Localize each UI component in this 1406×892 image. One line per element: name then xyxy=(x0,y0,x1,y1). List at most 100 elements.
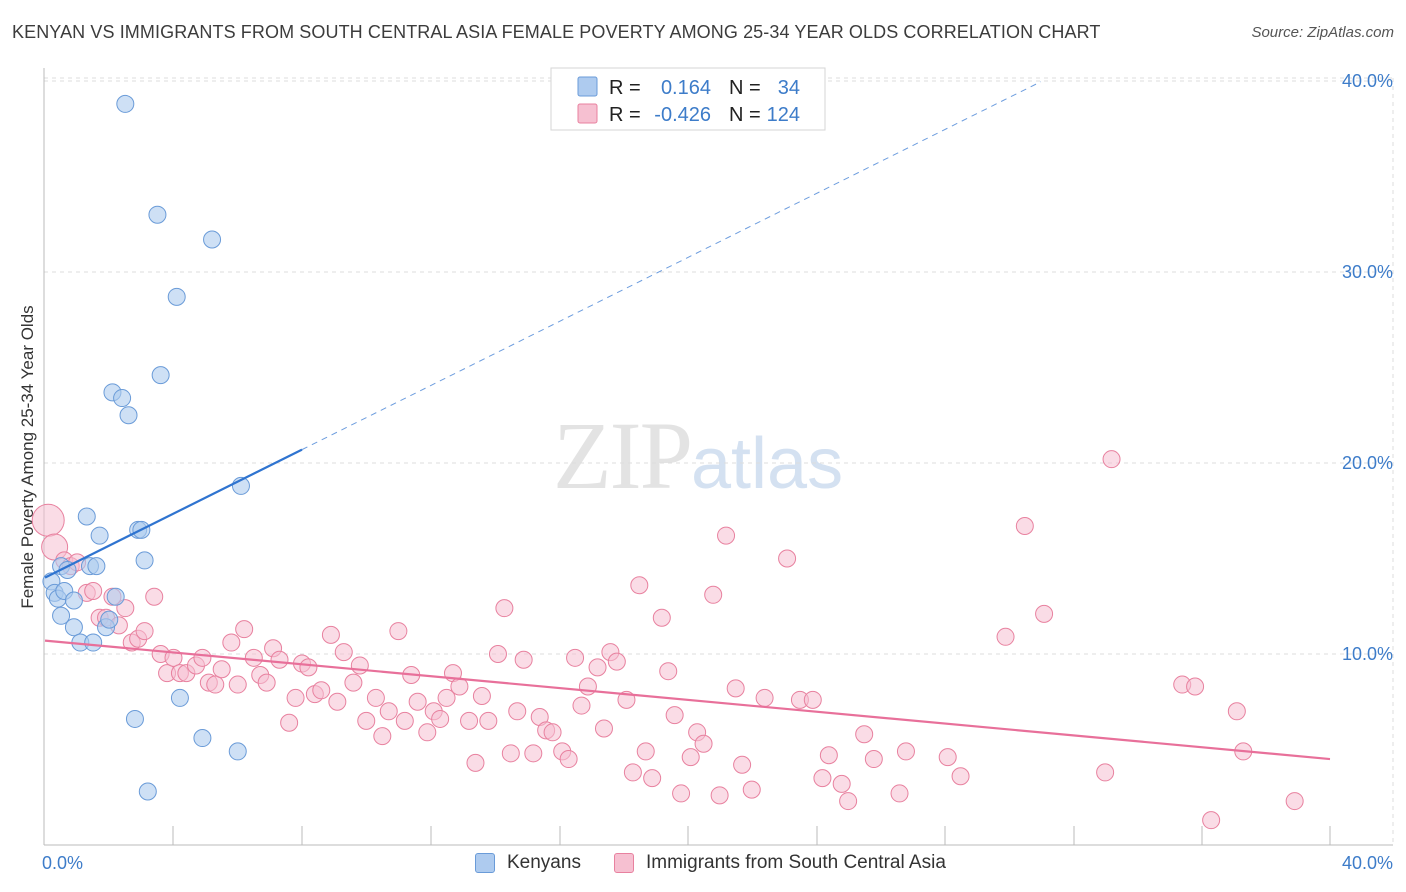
chart-title: KENYAN VS IMMIGRANTS FROM SOUTH CENTRAL … xyxy=(12,22,1101,42)
blue-point xyxy=(64,591,83,610)
blue-point xyxy=(125,709,144,728)
pink-point xyxy=(334,643,353,662)
pink-point xyxy=(84,581,103,600)
pink-point xyxy=(672,784,691,803)
pink-point xyxy=(778,549,797,568)
pink-point xyxy=(270,650,289,669)
x-tick-label-max: 40.0% xyxy=(1342,853,1393,873)
blue-point xyxy=(119,406,138,425)
pink-point xyxy=(206,675,225,694)
pink-point xyxy=(559,750,578,769)
pink-point xyxy=(951,767,970,786)
legend-swatch-blue xyxy=(475,853,495,873)
pink-point xyxy=(733,755,752,774)
pink-point xyxy=(819,746,838,765)
pink-point xyxy=(864,750,883,769)
blue-point xyxy=(52,606,71,625)
pink-point xyxy=(212,660,231,679)
blue-point xyxy=(113,389,132,408)
pink-point xyxy=(328,692,347,711)
y-tick-label: 10.0% xyxy=(1342,644,1393,664)
tick-labels: 10.0% 20.0% 30.0% 40.0% 0.0% 40.0% xyxy=(42,71,1393,873)
stats-blue-swatch xyxy=(577,76,598,97)
pink-point xyxy=(514,650,533,669)
pink-point xyxy=(366,688,385,707)
blue-point xyxy=(77,507,96,526)
pink-point xyxy=(636,742,655,761)
pink-point xyxy=(145,587,164,606)
blue-trend-extension xyxy=(301,81,1042,451)
pink-point xyxy=(630,576,649,595)
pink-point xyxy=(431,709,450,728)
blue-point xyxy=(135,551,154,570)
pink-point xyxy=(1186,677,1205,696)
pink-point xyxy=(321,625,340,644)
pink-point xyxy=(466,753,485,772)
pink-point xyxy=(890,784,909,803)
pink-point xyxy=(623,763,642,782)
pink-point xyxy=(257,673,276,692)
legend-item-kenyans[interactable]: Kenyans xyxy=(475,852,581,874)
y-tick-label: 30.0% xyxy=(1342,262,1393,282)
pink-point xyxy=(717,526,736,545)
legend-label-kenyans: Kenyans xyxy=(507,852,581,873)
blue-point xyxy=(203,230,222,249)
pink-point xyxy=(710,786,729,805)
stats-blue-r-value: 0.164 xyxy=(661,77,711,99)
pink-point xyxy=(488,645,507,663)
blue-point xyxy=(100,610,119,629)
pink-point xyxy=(350,656,369,675)
pink-point xyxy=(418,723,437,742)
pink-point xyxy=(228,675,247,694)
pink-point xyxy=(508,702,527,721)
pink-point xyxy=(813,769,832,788)
pink-point xyxy=(450,677,469,696)
legend: Kenyans Immigrants from South Central As… xyxy=(0,848,1406,882)
pink-point xyxy=(755,688,774,707)
axes xyxy=(43,68,1393,846)
pink-point xyxy=(594,719,613,738)
blue-point xyxy=(87,557,106,576)
blue-point xyxy=(193,729,212,748)
legend-item-immigrants[interactable]: Immigrants from South Central Asia xyxy=(614,852,946,874)
blue-point xyxy=(228,742,247,761)
watermark-zip: ZIP xyxy=(553,402,693,509)
stats-pink-n-value: 124 xyxy=(767,104,800,126)
pink-point xyxy=(31,503,65,537)
pink-point xyxy=(578,677,597,696)
blue-point xyxy=(167,287,186,306)
blue-point xyxy=(170,688,189,707)
pink-point xyxy=(379,702,398,721)
pink-point xyxy=(996,627,1015,646)
pink-point xyxy=(1202,811,1221,830)
pink-point xyxy=(1035,604,1054,623)
pink-point xyxy=(1015,517,1034,536)
pink-point xyxy=(344,673,363,692)
blue-point xyxy=(84,633,103,652)
pink-point xyxy=(299,658,318,677)
stats-box: R = 0.164 N = 34 R = -0.426 N = 124 xyxy=(550,67,826,131)
pink-point xyxy=(193,648,212,667)
pink-point xyxy=(652,608,671,627)
watermark: ZIPatlas xyxy=(553,400,843,511)
pink-point xyxy=(395,711,414,730)
pink-point xyxy=(460,711,479,730)
pink-point xyxy=(244,648,263,667)
pink-point xyxy=(479,711,498,730)
grid-lines xyxy=(44,77,1394,845)
pink-point xyxy=(694,734,713,753)
pink-point xyxy=(495,599,514,618)
pink-point xyxy=(855,725,874,744)
pink-point xyxy=(222,633,241,652)
stats-blue-n-value: 34 xyxy=(778,77,800,99)
blue-points xyxy=(42,94,250,801)
pink-point xyxy=(1285,792,1304,811)
pink-point xyxy=(566,648,585,667)
pink-point xyxy=(1102,450,1121,469)
trend-lines xyxy=(44,81,1331,761)
pink-trend-line xyxy=(44,639,1331,761)
legend-label-immigrants: Immigrants from South Central Asia xyxy=(646,852,946,873)
pink-point xyxy=(588,658,607,677)
pink-point xyxy=(803,690,822,709)
pink-point xyxy=(472,687,491,706)
